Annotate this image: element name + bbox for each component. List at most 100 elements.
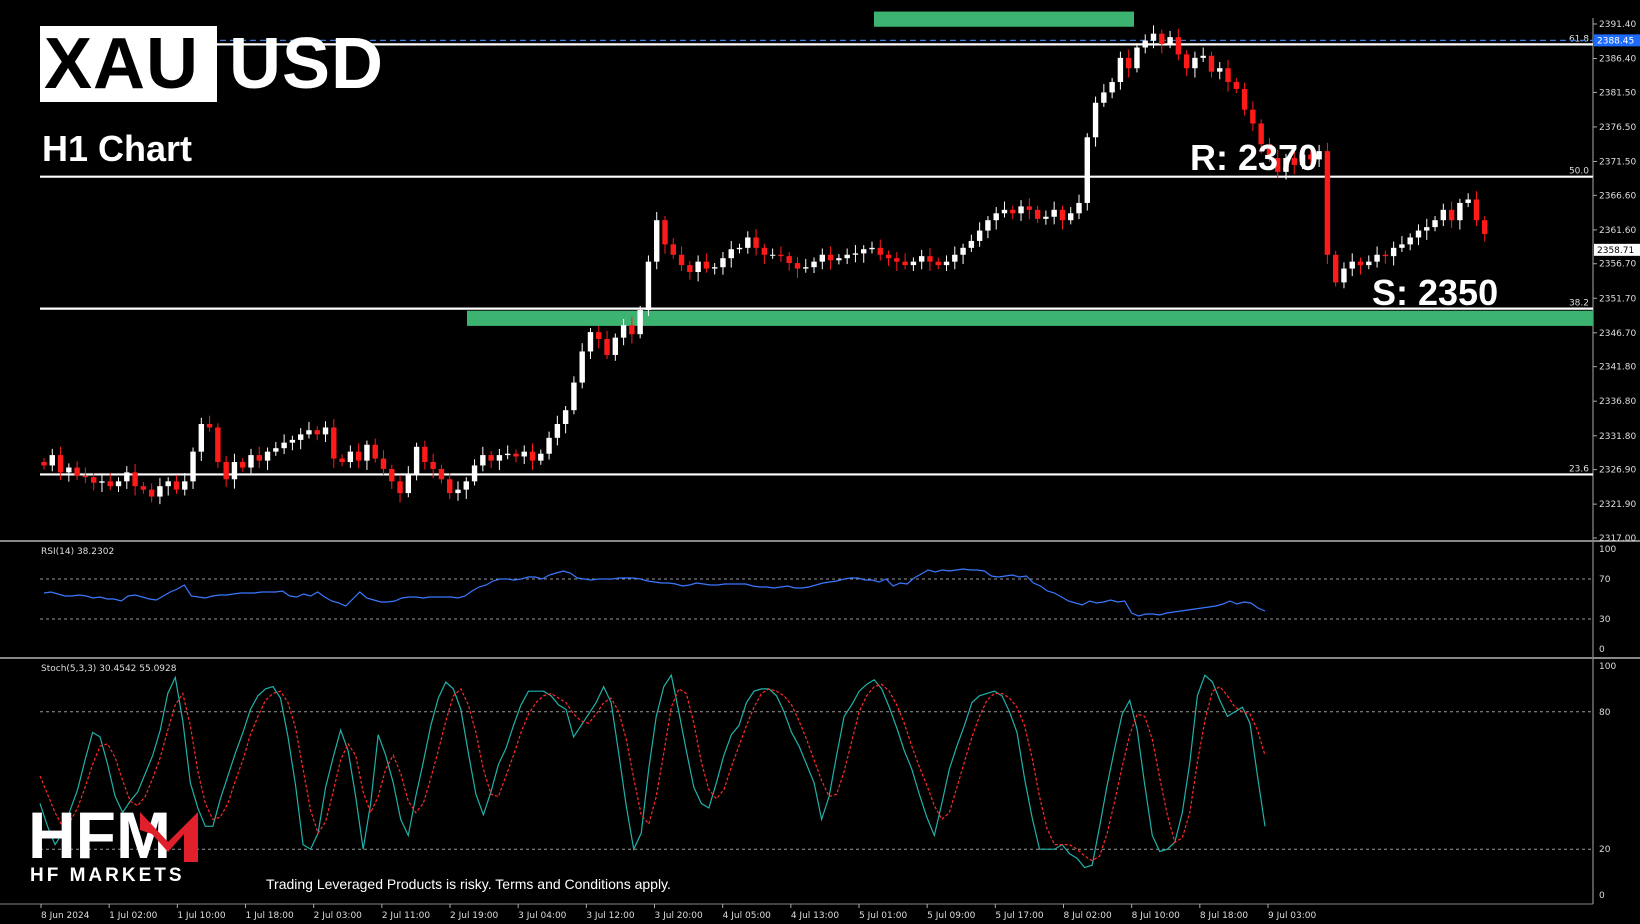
candle-body [1225, 68, 1231, 83]
candle-body [1407, 237, 1413, 245]
candle [1341, 262, 1347, 289]
candle [1308, 150, 1314, 166]
candle [761, 243, 768, 265]
candle-body [529, 451, 536, 461]
candle-body [281, 442, 287, 449]
candle [140, 482, 147, 494]
candle-body [1109, 82, 1115, 93]
candle [1142, 34, 1148, 54]
time-tick-label: 5 Jul 09:00 [927, 911, 976, 921]
candle [148, 483, 155, 503]
candle-body [720, 258, 726, 268]
candle-body [190, 451, 196, 482]
candle [1250, 101, 1256, 132]
candle [1001, 201, 1008, 218]
price-tick-label: 2361.60 [1599, 226, 1636, 236]
candle-body [637, 310, 643, 335]
candle-body [1324, 151, 1331, 255]
candle [322, 421, 329, 442]
candle-body [968, 240, 975, 248]
candle [794, 256, 801, 278]
candle-body [877, 247, 883, 255]
candle [157, 477, 163, 505]
price-zone [874, 11, 1134, 27]
candle-body [985, 220, 991, 231]
candle [231, 453, 238, 489]
candle [1034, 205, 1041, 223]
candle-body [687, 265, 693, 273]
candle-body [99, 481, 105, 483]
candle [1125, 49, 1132, 78]
candle-body [1018, 206, 1024, 214]
candle-body [993, 213, 999, 221]
candle [372, 438, 378, 463]
candle [256, 446, 262, 469]
candle-body [1440, 209, 1447, 221]
candle [1332, 250, 1339, 287]
candle-body [438, 468, 445, 480]
candle [902, 253, 908, 270]
candle [206, 415, 213, 432]
rsi-tick-label: 30 [1599, 615, 1611, 625]
candle [74, 461, 80, 480]
candle [99, 475, 105, 493]
candle [1175, 28, 1182, 61]
candle [57, 446, 64, 480]
candle-body [736, 247, 743, 250]
candle-body [1332, 254, 1339, 283]
candle-body [1142, 40, 1148, 48]
candle [1159, 29, 1165, 54]
candle [496, 448, 503, 470]
candle-body [66, 467, 72, 473]
candle [455, 481, 461, 501]
time-tick-label: 3 Jul 12:00 [586, 911, 635, 921]
candle-body [1092, 102, 1099, 138]
candle [1167, 30, 1173, 49]
candle-body [1482, 220, 1488, 235]
candle-body [1200, 55, 1206, 58]
candle [861, 245, 867, 263]
candle-body [496, 455, 503, 461]
candle-body [1167, 37, 1173, 45]
candle-body [538, 453, 544, 461]
logo-mark: HFM [28, 800, 171, 872]
candle-body [306, 430, 312, 435]
time-tick-label: 2 Jul 11:00 [382, 911, 431, 921]
price-tick-label: 2336.80 [1599, 397, 1636, 407]
candle-body [157, 486, 163, 497]
candle-body [1316, 151, 1322, 160]
candle [198, 417, 205, 461]
stoch-label: Stoch(5,3,3) 30.4542 55.0928 [41, 664, 177, 674]
candle-body [463, 481, 469, 490]
candle-body [1415, 230, 1422, 238]
candle [1225, 59, 1231, 92]
candle-body [1192, 57, 1198, 69]
candle [471, 459, 478, 486]
candle [521, 445, 527, 465]
fib-label: 23.6 [1569, 464, 1589, 474]
candle-body [579, 351, 585, 383]
current-price-label: 2358.71 [1597, 246, 1634, 256]
timeframe-subtitle: H1 Chart [42, 128, 193, 169]
time-tick-label: 2 Jul 03:00 [314, 911, 363, 921]
candle-body [745, 237, 751, 248]
candle-body [331, 427, 337, 459]
candle-body [165, 481, 171, 487]
candle-body [1084, 137, 1090, 203]
candle [786, 251, 792, 271]
risk-disclaimer: Trading Leveraged Products is risky. Ter… [266, 876, 671, 892]
candle [1258, 119, 1264, 154]
candle-body [1134, 47, 1140, 69]
candle-body [74, 467, 80, 476]
candle-body [413, 446, 420, 475]
candle [538, 449, 544, 465]
candle-body [198, 424, 205, 452]
candle [678, 246, 685, 271]
candle-body [397, 481, 403, 494]
time-tick-label: 8 Jul 02:00 [1064, 911, 1113, 921]
candle-body [894, 258, 900, 262]
candle [124, 466, 130, 489]
candle [314, 426, 320, 441]
candle-body [1283, 158, 1289, 172]
candle-body [231, 462, 238, 480]
